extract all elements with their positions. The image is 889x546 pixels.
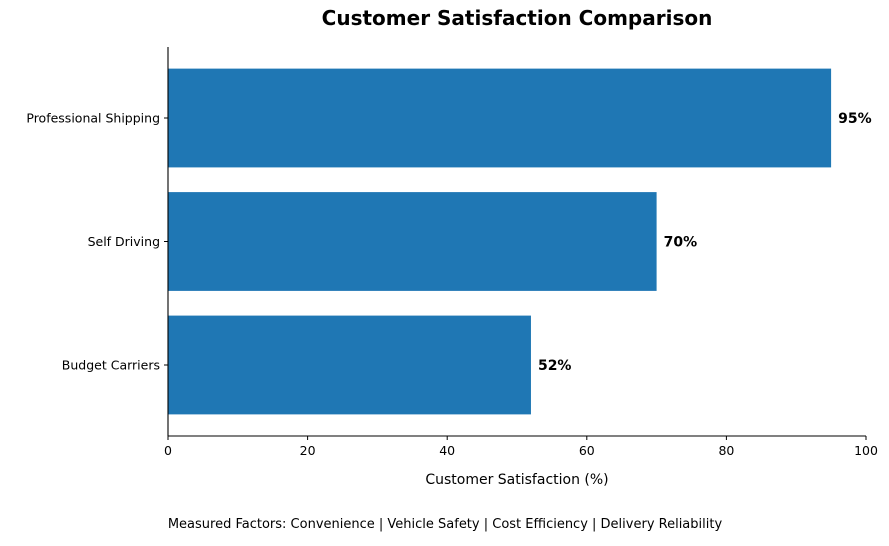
x-axis-label: Customer Satisfaction (%) bbox=[425, 472, 608, 488]
x-tick-label: 60 bbox=[579, 443, 595, 458]
data-label-self-driving: 70% bbox=[664, 235, 698, 251]
footnote: Measured Factors: Convenience | Vehicle … bbox=[168, 517, 723, 532]
x-tick-label: 100 bbox=[854, 443, 878, 458]
x-tick-label: 0 bbox=[164, 443, 172, 458]
data-label-professional-shipping: 95% bbox=[838, 111, 872, 127]
y-tick-label: Budget Carriers bbox=[62, 357, 160, 372]
bar-professional-shipping bbox=[168, 68, 832, 168]
chart-title: Customer Satisfaction Comparison bbox=[322, 6, 713, 30]
bars-layer bbox=[168, 68, 832, 415]
y-tick-label: Professional Shipping bbox=[26, 111, 160, 126]
data-labels-layer: 95% 70% 52% bbox=[538, 111, 872, 374]
x-tick-label: 20 bbox=[300, 443, 316, 458]
bar-self-driving bbox=[168, 192, 657, 291]
x-tick-label: 80 bbox=[718, 443, 734, 458]
data-label-budget-carriers: 52% bbox=[538, 358, 572, 374]
y-axis-ticks: Professional Shipping Self Driving Budget … bbox=[26, 111, 168, 372]
bar-budget-carriers bbox=[168, 315, 531, 415]
y-tick-label: Self Driving bbox=[88, 234, 160, 249]
x-axis-ticks: 0 20 40 60 80 100 bbox=[164, 436, 878, 458]
x-tick-label: 40 bbox=[439, 443, 455, 458]
